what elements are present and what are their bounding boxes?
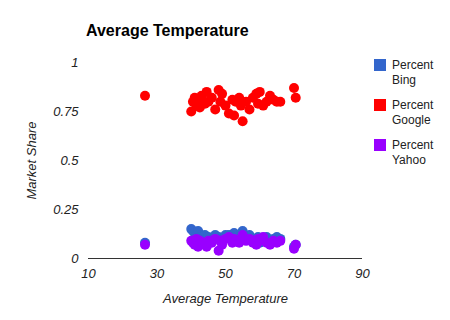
svg-text:Average Temperature: Average Temperature	[162, 291, 288, 306]
html-text:Percent Bing: Percent Bing	[392, 58, 434, 87]
html-text:Percent Yahoo: Percent Yahoo	[392, 138, 434, 167]
svg-text:50: 50	[218, 266, 233, 281]
svg-text:30: 30	[150, 266, 165, 281]
html-text:Percent Google: Percent Google	[392, 98, 434, 127]
html-text:Average Temperature: Average Temperature	[86, 22, 249, 39]
svg-text:70: 70	[287, 266, 302, 281]
svg-text:0.75: 0.75	[53, 104, 79, 119]
svg-text:10: 10	[81, 266, 96, 281]
svg-text:1: 1	[71, 55, 78, 70]
svg-text:Market Share: Market Share	[24, 121, 39, 199]
svg-text:90: 90	[355, 266, 370, 281]
svg-text:0.25: 0.25	[53, 202, 79, 217]
svg-text:0: 0	[71, 251, 79, 266]
svg-text:0.5: 0.5	[60, 153, 79, 168]
